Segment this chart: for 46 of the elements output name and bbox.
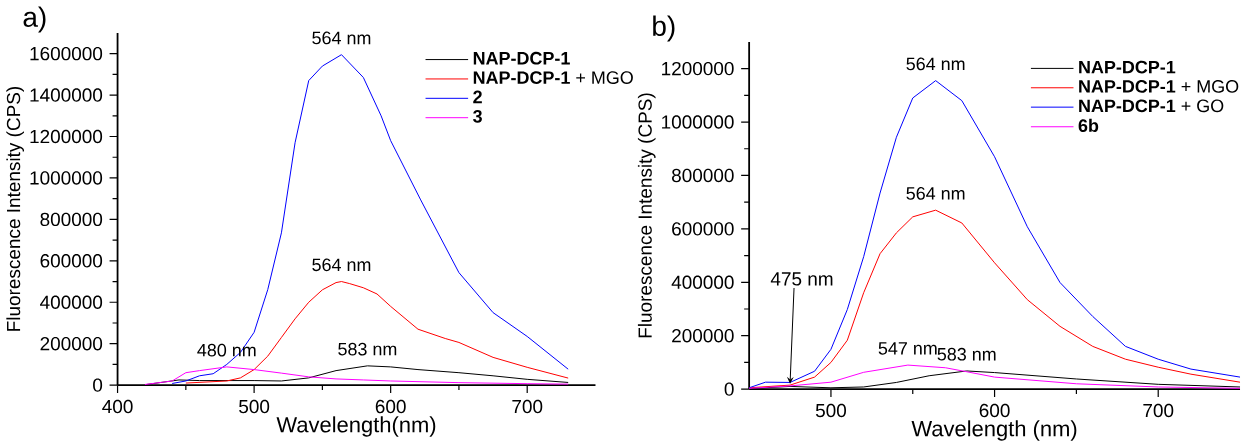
annotation: 475 nm bbox=[770, 272, 833, 286]
annotation: 564 nm bbox=[906, 187, 965, 200]
annotation: 564 nm bbox=[312, 31, 371, 45]
legend-label: NAP-DCP-1 + GO bbox=[1079, 99, 1224, 113]
y-tick-label: 1600000 bbox=[30, 46, 103, 61]
annotation: 564 nm bbox=[906, 57, 965, 71]
annotation: 547 nm bbox=[878, 342, 937, 355]
chart-title: b) bbox=[653, 15, 675, 42]
legend-label: NAP-DCP-1 + MGO bbox=[473, 71, 633, 84]
x-tick-label: 400 bbox=[102, 399, 133, 414]
x-tick-label: 700 bbox=[1143, 403, 1174, 418]
y-tick-label: 1200000 bbox=[662, 61, 734, 76]
legend-label: 6b bbox=[1078, 118, 1099, 132]
x-axis-title: Wavelength (nm) bbox=[911, 420, 1077, 441]
y-tick-label: 800000 bbox=[671, 168, 734, 183]
x-tick-label: 500 bbox=[815, 403, 847, 418]
y-axis-title: Fluorescence Intensity (CPS) bbox=[6, 86, 25, 331]
y-tick-label: 200000 bbox=[672, 328, 734, 343]
annotation: 583 nm bbox=[338, 342, 397, 356]
y-tick-label: 1000000 bbox=[662, 115, 734, 129]
x-tick-label: 500 bbox=[239, 399, 270, 414]
y-tick-label: 1000000 bbox=[30, 171, 103, 185]
y-tick-label: 200000 bbox=[40, 336, 103, 351]
legend-label: NAP-DCP-1 bbox=[473, 51, 570, 65]
x-axis-title: Wavelength(nm) bbox=[276, 416, 436, 437]
legend-label: 2 bbox=[473, 90, 482, 104]
y-tick-label: 1400000 bbox=[30, 88, 103, 102]
y-tick-label: 600000 bbox=[40, 254, 103, 268]
y-axis-title: Fluorescence Intensity (CPS) bbox=[637, 93, 656, 338]
annotation: 564 nm bbox=[312, 258, 371, 272]
legend-label: NAP-DCP-1 + MGO bbox=[1079, 80, 1239, 93]
y-tick-label: 0 bbox=[93, 378, 103, 392]
y-tick-label: 800000 bbox=[40, 212, 103, 227]
annotation: 583 nm bbox=[937, 347, 996, 361]
x-tick-label: 600 bbox=[979, 403, 1010, 418]
y-tick-label: 1200000 bbox=[30, 129, 103, 144]
x-tick-label: 700 bbox=[512, 399, 543, 414]
y-tick-label: 0 bbox=[724, 382, 734, 396]
y-tick-label: 400000 bbox=[40, 295, 103, 309]
annotation: 480 nm bbox=[197, 343, 256, 357]
y-tick-label: 600000 bbox=[672, 222, 734, 236]
legend-label: 3 bbox=[473, 109, 482, 123]
y-tick-label: 400000 bbox=[671, 275, 734, 289]
x-tick-label: 600 bbox=[375, 399, 406, 414]
legend-label: NAP-DCP-1 bbox=[1079, 60, 1176, 74]
chart-title: a) bbox=[23, 6, 46, 33]
